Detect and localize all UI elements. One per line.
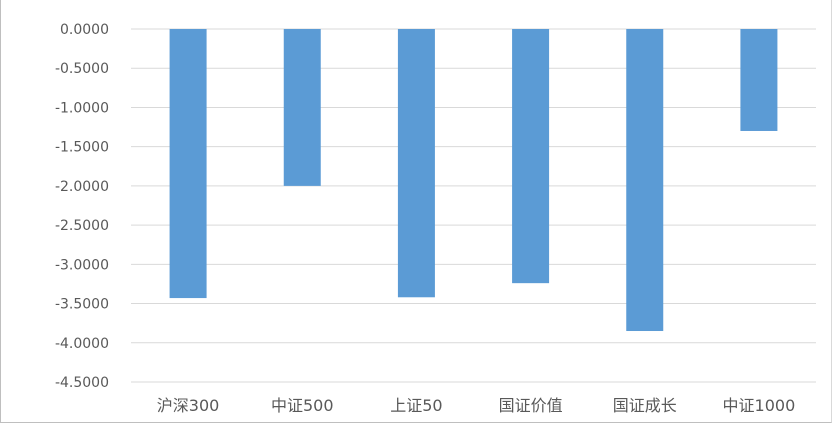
y-tick-label: -1.0000 bbox=[55, 100, 109, 116]
y-tick-label: -2.0000 bbox=[55, 179, 109, 195]
x-category-label: 国证价值 bbox=[499, 396, 563, 415]
bar bbox=[169, 29, 207, 299]
bar bbox=[626, 29, 664, 332]
bar bbox=[397, 29, 435, 298]
y-tick-label: -3.5000 bbox=[55, 297, 109, 313]
x-category-label: 中证500 bbox=[271, 396, 334, 415]
y-tick-label: -4.5000 bbox=[55, 375, 109, 391]
bars bbox=[169, 29, 778, 332]
x-category-label: 沪深300 bbox=[157, 396, 220, 415]
x-category-label: 中证1000 bbox=[723, 396, 796, 415]
bar bbox=[283, 29, 321, 186]
grid-lines bbox=[131, 28, 816, 383]
y-tick-label: -2.5000 bbox=[55, 218, 109, 234]
bar bbox=[740, 29, 778, 131]
y-tick-label: -4.0000 bbox=[55, 336, 109, 352]
y-tick-label: -3.0000 bbox=[55, 257, 109, 273]
x-category-label: 上证50 bbox=[390, 396, 442, 415]
x-category-label: 国证成长 bbox=[613, 396, 677, 415]
y-tick-label: 0.0000 bbox=[60, 22, 109, 38]
x-axis-category-labels: 沪深300 中证500 上证50 国证价值 国证成长 中证1000 bbox=[157, 396, 795, 415]
y-tick-label: -1.5000 bbox=[55, 140, 109, 156]
y-axis-tick-labels: 0.0000 -0.5000 -1.0000 -1.5000 -2.0000 -2.500… bbox=[55, 22, 109, 391]
bar bbox=[512, 29, 550, 284]
y-tick-label: -0.5000 bbox=[55, 61, 109, 77]
